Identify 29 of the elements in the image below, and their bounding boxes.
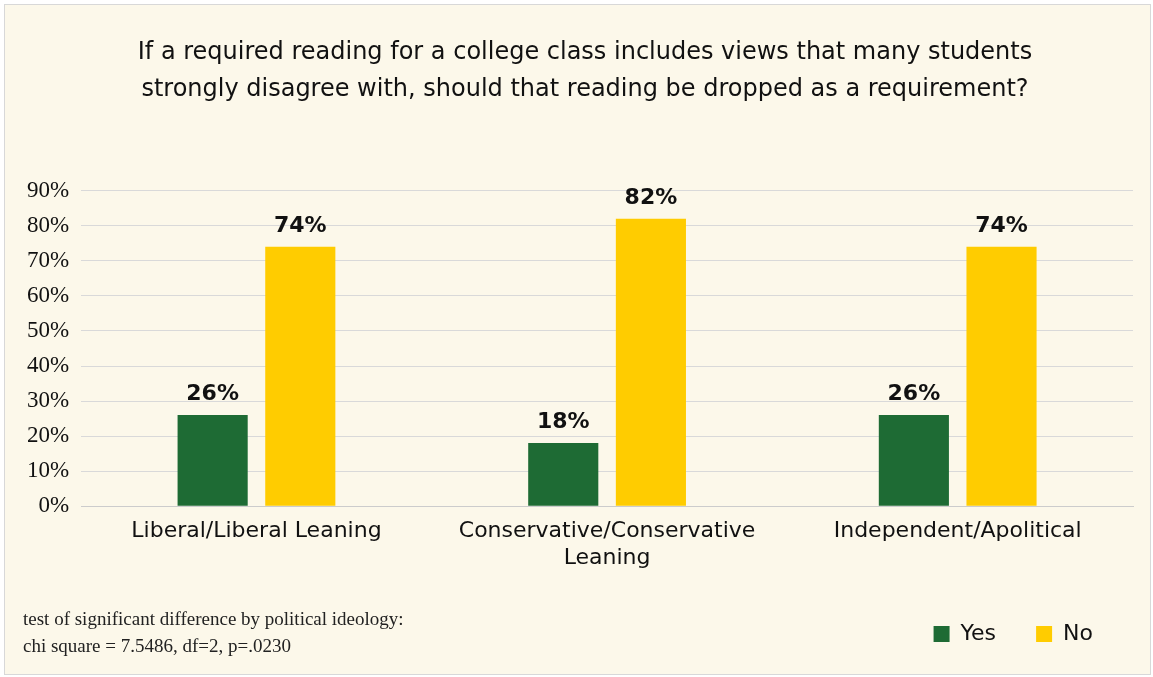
y-tick-label: 50% [26, 317, 70, 343]
bar [615, 218, 686, 506]
y-tick-label: 20% [26, 422, 70, 448]
data-label: 18% [536, 407, 590, 433]
chart-title: If a required reading for a college class includes views that many students strongly disagree with, should that reading be dropped as a requirement? [136, 36, 1034, 104]
y-tick-label: 0% [38, 492, 70, 518]
x-tick-label: Independent/Apolitical [833, 517, 1082, 543]
bar [878, 415, 949, 506]
legend-label: No [1063, 619, 1093, 645]
data-label: 26% [887, 379, 941, 405]
x-tick-label: Liberal/Liberal Leaning [131, 517, 382, 543]
y-tick-label: 10% [26, 457, 70, 483]
y-tick-label: 80% [26, 211, 70, 237]
x-tick-label: Conservative/Conservative Leaning [458, 517, 756, 569]
text: test of significant difference by political ideology: chi square = 7.5486, df=2, p=.0230 [23, 607, 404, 658]
data-label: 74% [273, 211, 327, 237]
bar [528, 443, 599, 506]
bar [265, 246, 336, 506]
bar [966, 246, 1037, 506]
data-label: 82% [624, 183, 678, 209]
legend-label: Yes [959, 619, 997, 645]
data-label: 26% [186, 379, 239, 405]
y-tick-label: 90% [26, 176, 70, 202]
y-tick-label: 60% [26, 281, 70, 307]
y-tick-label: 40% [26, 352, 70, 378]
y-tick-label: 30% [26, 387, 70, 413]
data-label: 74% [975, 211, 1028, 237]
bar [177, 415, 248, 506]
y-tick-label: 70% [26, 246, 70, 272]
